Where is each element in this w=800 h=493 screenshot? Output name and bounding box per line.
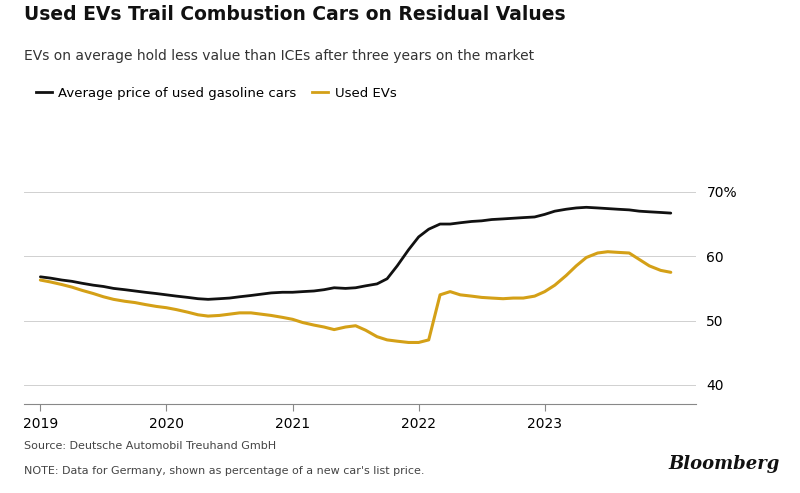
Text: NOTE: Data for Germany, shown as percentage of a new car's list price.: NOTE: Data for Germany, shown as percent…: [24, 466, 425, 476]
Text: Used EVs Trail Combustion Cars on Residual Values: Used EVs Trail Combustion Cars on Residu…: [24, 5, 566, 24]
Text: Bloomberg: Bloomberg: [669, 455, 780, 473]
Text: EVs on average hold less value than ICEs after three years on the market: EVs on average hold less value than ICEs…: [24, 49, 534, 63]
Text: Source: Deutsche Automobil Treuhand GmbH: Source: Deutsche Automobil Treuhand GmbH: [24, 441, 276, 451]
Legend: Average price of used gasoline cars, Used EVs: Average price of used gasoline cars, Use…: [30, 82, 402, 106]
